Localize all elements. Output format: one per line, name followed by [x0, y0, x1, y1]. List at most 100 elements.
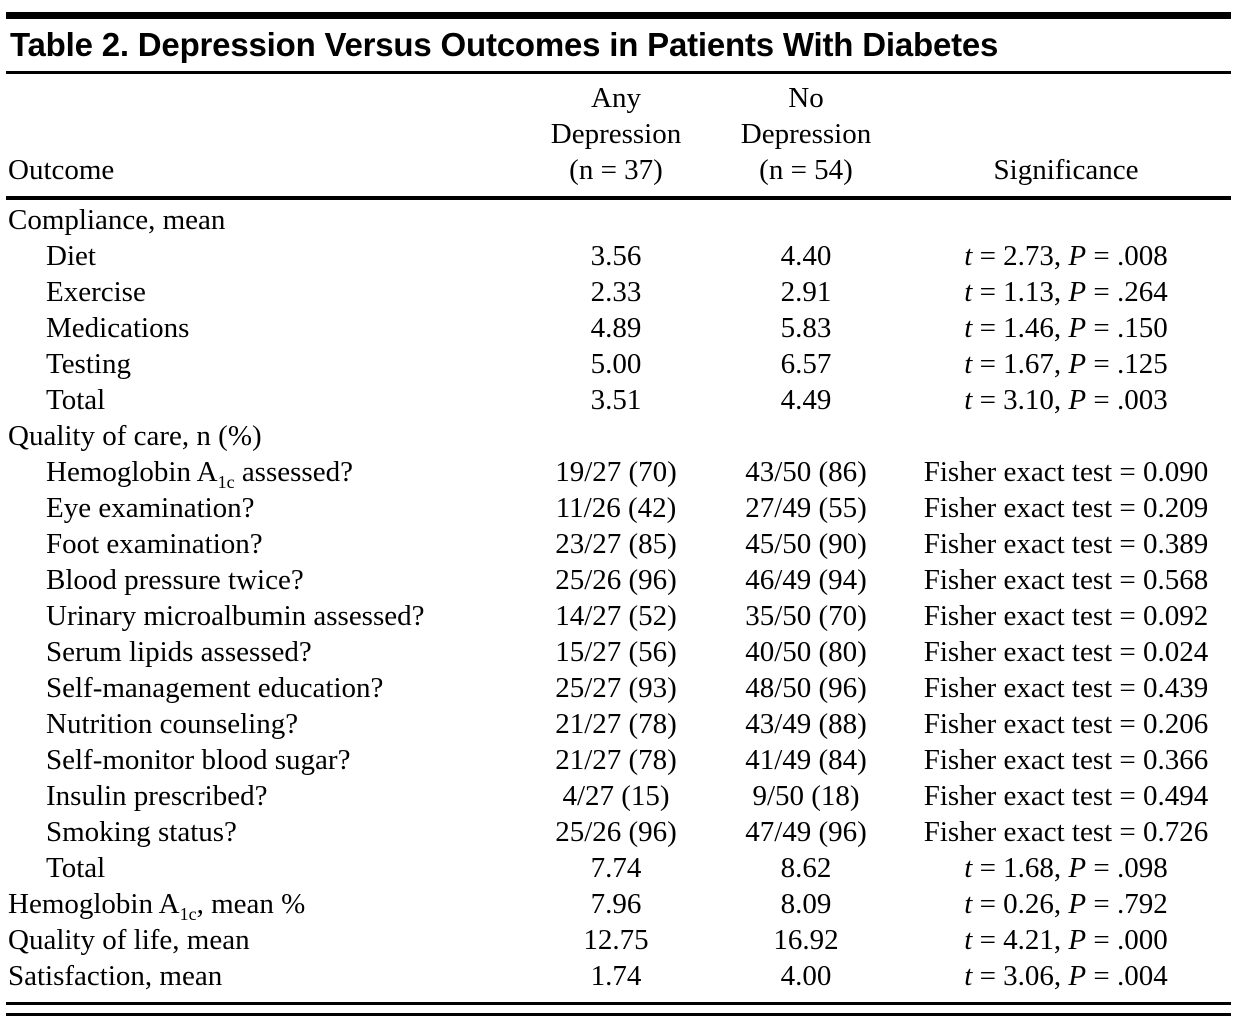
column-header-any-line1: Any — [591, 82, 641, 114]
bottom-rule-lower — [6, 1013, 1231, 1016]
any-depression-value: 7.96 — [590, 888, 642, 920]
significance-value: t = 3.10, P = .003 — [964, 384, 1168, 416]
any-depression-value: 5.00 — [590, 348, 642, 380]
no-depression-value: 4.49 — [780, 384, 832, 416]
table-row: Hemoglobin A1c, mean % 7.96 8.09 t = 0.26, … — [6, 886, 1231, 924]
outcome-label: Medications — [46, 312, 190, 344]
significance-value: Fisher exact test = 0.092 — [923, 600, 1209, 632]
significance-value: Fisher exact test = 0.209 — [923, 492, 1209, 524]
significance-value — [901, 202, 1231, 238]
any-depression-value: 19/27 (70) — [555, 456, 677, 488]
no-depression-value: 45/50 (90) — [745, 528, 867, 560]
bottom-rule-upper — [6, 1002, 1231, 1005]
outcome-label: Smoking status? — [46, 816, 237, 848]
column-header-no-line2: Depression — [740, 118, 872, 150]
section-label: Quality of care, n (%) — [8, 420, 262, 452]
outcome-label: Diet — [46, 240, 96, 272]
no-depression-value: 2.91 — [780, 276, 832, 308]
significance-value: t = 1.46, P = .150 — [964, 312, 1168, 344]
table-row: Nutrition counseling? 21/27 (78) 43/49 (88… — [6, 706, 1231, 742]
outcome-label: Total — [46, 384, 106, 416]
no-depression-value — [711, 202, 901, 238]
subscript-text: 1c — [179, 903, 197, 924]
significance-value: Fisher exact test = 0.024 — [923, 636, 1209, 668]
top-rule — [6, 12, 1231, 19]
significance-value: t = 1.13, P = .264 — [964, 276, 1168, 308]
outcome-label: Insulin prescribed? — [46, 780, 268, 812]
significance-value: Fisher exact test = 0.494 — [923, 780, 1209, 812]
no-depression-value: 40/50 (80) — [745, 636, 867, 668]
table-row: Self-monitor blood sugar? 21/27 (78) 41/49… — [6, 742, 1231, 778]
any-depression-value: 14/27 (52) — [555, 600, 677, 632]
column-header-outcome: Outcome — [8, 154, 115, 186]
significance-value: Fisher exact test = 0.568 — [923, 564, 1209, 596]
no-depression-value: 35/50 (70) — [745, 600, 867, 632]
bottom-rules — [6, 1002, 1231, 1016]
table-body: Compliance, mean Diet 3.56 4.40 t = 2.73, P … — [6, 202, 1231, 994]
outcome-label: Foot examination? — [46, 528, 263, 560]
column-header-any-depression: Any Depression (n = 37) — [521, 80, 711, 188]
significance-value: Fisher exact test = 0.090 — [923, 456, 1209, 488]
any-depression-value: 25/26 (96) — [555, 564, 677, 596]
any-depression-value: 21/27 (78) — [555, 744, 677, 776]
outcome-label: Total — [46, 852, 106, 884]
any-depression-value: 25/26 (96) — [555, 816, 677, 848]
table-row: Quality of life, mean 12.75 16.92 t = 4.21,… — [6, 922, 1231, 958]
outcome-label: Self-monitor blood sugar? — [46, 744, 351, 776]
outcome-label: Exercise — [46, 276, 146, 308]
title-divider-rule — [6, 71, 1231, 74]
no-depression-value: 43/49 (88) — [745, 708, 867, 740]
column-header-no-line3: (n = 54) — [759, 154, 853, 186]
outcome-label: Serum lipids assessed? — [46, 636, 312, 668]
outcome-label: Blood pressure twice? — [46, 564, 304, 596]
no-depression-value: 4.00 — [780, 960, 832, 992]
any-depression-value — [521, 418, 711, 454]
table-row: Exercise 2.33 2.91 t = 1.13, P = .264 — [6, 274, 1231, 310]
outcome-label: Hemoglobin A1c assessed? — [46, 456, 353, 492]
any-depression-value: 3.51 — [590, 384, 642, 416]
table-row: Serum lipids assessed? 15/27 (56) 40/50 (8… — [6, 634, 1231, 670]
table-header: Outcome Any Depression (n = 37) No Depre… — [6, 74, 1231, 196]
no-depression-value: 41/49 (84) — [745, 744, 867, 776]
significance-value: t = 4.21, P = .000 — [964, 924, 1168, 956]
table-row: Foot examination? 23/27 (85) 45/50 (90) Fis… — [6, 526, 1231, 562]
column-header-significance: Significance — [993, 154, 1139, 186]
outcome-label: Satisfaction, mean — [8, 960, 223, 992]
significance-value: t = 2.73, P = .008 — [964, 240, 1168, 272]
any-depression-value: 4.89 — [590, 312, 642, 344]
section-row: Quality of care, n (%) — [6, 418, 1231, 454]
any-depression-value: 11/26 (42) — [555, 492, 677, 524]
no-depression-value: 9/50 (18) — [752, 780, 860, 812]
column-header-any-line3: (n = 37) — [569, 154, 663, 186]
no-depression-value: 27/49 (55) — [745, 492, 867, 524]
no-depression-value: 8.62 — [780, 852, 832, 884]
any-depression-value: 4/27 (15) — [562, 780, 670, 812]
any-depression-value: 15/27 (56) — [555, 636, 677, 668]
no-depression-value: 16.92 — [773, 924, 839, 956]
table-row: Testing 5.00 6.57 t = 1.67, P = .125 — [6, 346, 1231, 382]
subscript-text: 1c — [217, 471, 235, 492]
table-row: Total 7.74 8.62 t = 1.68, P = .098 — [6, 850, 1231, 886]
any-depression-value: 7.74 — [590, 852, 642, 884]
no-depression-value: 5.83 — [780, 312, 832, 344]
no-depression-value — [711, 418, 901, 454]
section-row: Compliance, mean — [6, 202, 1231, 238]
no-depression-value: 43/50 (86) — [745, 456, 867, 488]
table-row: Diet 3.56 4.40 t = 2.73, P = .008 — [6, 238, 1231, 274]
bottom-rule-gap — [6, 1005, 1231, 1013]
outcome-label: Eye examination? — [46, 492, 255, 524]
table-row: Total 3.51 4.49 t = 3.10, P = .003 — [6, 382, 1231, 418]
no-depression-value: 46/49 (94) — [745, 564, 867, 596]
outcome-label: Hemoglobin A1c, mean % — [8, 888, 306, 924]
table-row: Blood pressure twice? 25/26 (96) 46/49 (94… — [6, 562, 1231, 598]
any-depression-value: 23/27 (85) — [555, 528, 677, 560]
table-row: Insulin prescribed? 4/27 (15) 9/50 (18) Fis… — [6, 778, 1231, 814]
any-depression-value: 21/27 (78) — [555, 708, 677, 740]
significance-value: Fisher exact test = 0.389 — [923, 528, 1209, 560]
significance-value: t = 1.67, P = .125 — [964, 348, 1168, 380]
any-depression-value: 25/27 (93) — [555, 672, 677, 704]
table-row: Medications 4.89 5.83 t = 1.46, P = .150 — [6, 310, 1231, 346]
any-depression-value: 3.56 — [590, 240, 642, 272]
no-depression-value: 4.40 — [780, 240, 832, 272]
